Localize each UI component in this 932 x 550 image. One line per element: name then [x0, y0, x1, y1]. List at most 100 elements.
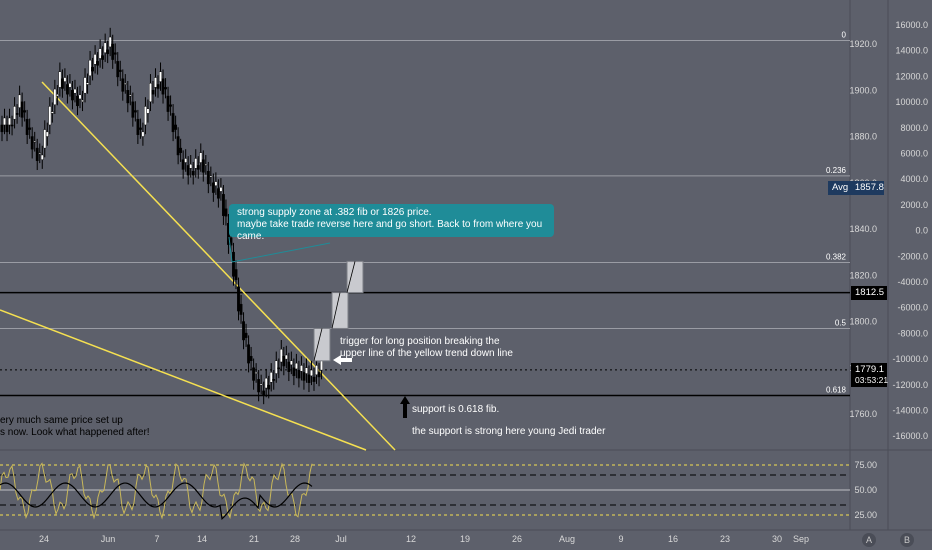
price-axis[interactable]: 1920.01900.01880.01860.01840.01820.01800… — [849, 39, 877, 419]
candle-body — [161, 78, 165, 95]
volume-tick-label: -4000.0 — [897, 277, 928, 287]
candle-body — [141, 131, 145, 137]
countdown-value: 03:53:21 — [855, 375, 889, 385]
candle-body — [86, 82, 89, 85]
horizontal-lines[interactable] — [0, 291, 850, 371]
fib-retracement[interactable]: 0 0.236 0.382 0.5 0.618 — [0, 31, 850, 397]
time-axis[interactable]: 24 Jun 7 14 21 28 Jul 12 19 26 Aug 9 16 23 30 Sep — [39, 534, 809, 544]
candle-body — [282, 355, 286, 367]
left-line2: s now. Look what happened after! — [0, 427, 150, 438]
candle-body — [43, 129, 47, 149]
time-tick-label: 21 — [249, 534, 259, 544]
lower-trendline — [0, 309, 367, 451]
jedi-note: the support is strong here young Jedi tr… — [412, 426, 606, 437]
candle-body — [18, 94, 22, 108]
avg-price-tag[interactable]: Avg 1857.8 — [828, 181, 884, 195]
candle-body — [274, 360, 278, 374]
candle-body — [222, 194, 225, 216]
projection-boxes[interactable] — [313, 260, 364, 362]
supply-zone-callout[interactable]: strong supply zone at .382 fib or 1826 p… — [229, 204, 554, 242]
volume-tick-label: 6000.0 — [900, 149, 928, 159]
candle-body — [247, 344, 250, 364]
oscillator-axis[interactable]: 75.00 50.00 25.00 — [854, 460, 877, 520]
candle-body — [55, 94, 59, 97]
time-tick-label: Jun — [101, 534, 116, 544]
candle-body — [216, 188, 220, 199]
candle-body — [108, 36, 112, 48]
price-tick-label: 1920.0 — [849, 39, 877, 49]
projection-box — [313, 327, 331, 362]
time-tick-label: 14 — [197, 534, 207, 544]
left-line1: ery much same price set up — [0, 415, 123, 426]
candle-body — [239, 303, 243, 315]
fib-level-label: 0 — [842, 31, 847, 40]
trigger-line1: trigger for long position breaking the — [340, 336, 500, 347]
candle-body — [267, 384, 271, 390]
candle-body — [88, 59, 92, 76]
level-1812-tag[interactable]: 1812.5 — [851, 286, 887, 300]
candle-body — [50, 111, 54, 114]
fib-level-label: 0.618 — [826, 386, 847, 395]
avg-value: 1857.8 — [854, 182, 884, 193]
candle-body — [123, 83, 127, 85]
candle-body — [264, 377, 268, 389]
oscillator-tick-label: 25.00 — [854, 510, 877, 520]
current-price-tag[interactable]: 1779.1 03:53:21 — [851, 363, 889, 387]
candle-body — [242, 321, 245, 341]
time-tick-label: Jul — [335, 534, 347, 544]
current-price-value: 1779.1 — [855, 364, 885, 375]
candle-body — [45, 131, 49, 137]
left-arrow-icon — [333, 355, 352, 365]
volume-tick-label: -8000.0 — [897, 328, 928, 338]
volume-axis[interactable]: 16000.0 14000.0 12000.0 10000.0 8000.0 6000.0… — [892, 20, 928, 441]
auto-scale-button[interactable] — [862, 533, 876, 547]
candle-body — [214, 181, 218, 186]
candle-body — [254, 372, 258, 374]
callout-tail — [231, 242, 331, 263]
candle-body — [133, 110, 137, 113]
candle-body — [76, 95, 79, 107]
upper-trendline — [41, 81, 396, 451]
candle-body — [30, 136, 34, 150]
candle-body — [196, 165, 200, 170]
volume-tick-label: 2000.0 — [900, 200, 928, 210]
candle-body — [184, 158, 188, 163]
candle-body — [312, 376, 316, 382]
candle-body — [206, 170, 210, 185]
candle-body — [116, 61, 120, 78]
candle-body — [294, 362, 298, 370]
candle-body — [211, 182, 215, 193]
candle-body — [234, 269, 238, 281]
candle-body — [40, 154, 44, 160]
candle-body — [91, 66, 94, 72]
up-arrow-icon — [400, 396, 410, 418]
candle-body — [144, 106, 147, 126]
time-tick-label: 23 — [720, 534, 730, 544]
candle-body — [98, 48, 102, 59]
projection-diagonal — [331, 292, 341, 329]
fib-level-label: 0.5 — [835, 318, 847, 327]
log-scale-label: B — [904, 535, 910, 545]
candle-body — [179, 147, 183, 153]
trend-lines[interactable] — [0, 81, 396, 451]
candle-body — [237, 286, 240, 312]
time-tick-label: 26 — [512, 534, 522, 544]
candle-body — [15, 113, 19, 115]
candle-body — [232, 251, 235, 277]
candle-body — [174, 124, 178, 130]
projection-diagonal — [346, 261, 356, 293]
candle-body — [305, 367, 308, 374]
candle-body — [131, 101, 135, 118]
candle-body — [201, 159, 205, 173]
candle-body — [191, 170, 195, 176]
candle-body — [269, 372, 273, 383]
price-tick-label: 1800.0 — [849, 317, 877, 327]
time-tick-label: Sep — [793, 534, 809, 544]
trigger-note: trigger for long position breaking the u… — [340, 336, 513, 360]
candle-body — [113, 52, 117, 55]
candle-body — [224, 208, 228, 217]
candle-body — [292, 367, 296, 377]
log-scale-button[interactable] — [900, 533, 914, 547]
fib-level-label: 0.236 — [826, 166, 847, 175]
